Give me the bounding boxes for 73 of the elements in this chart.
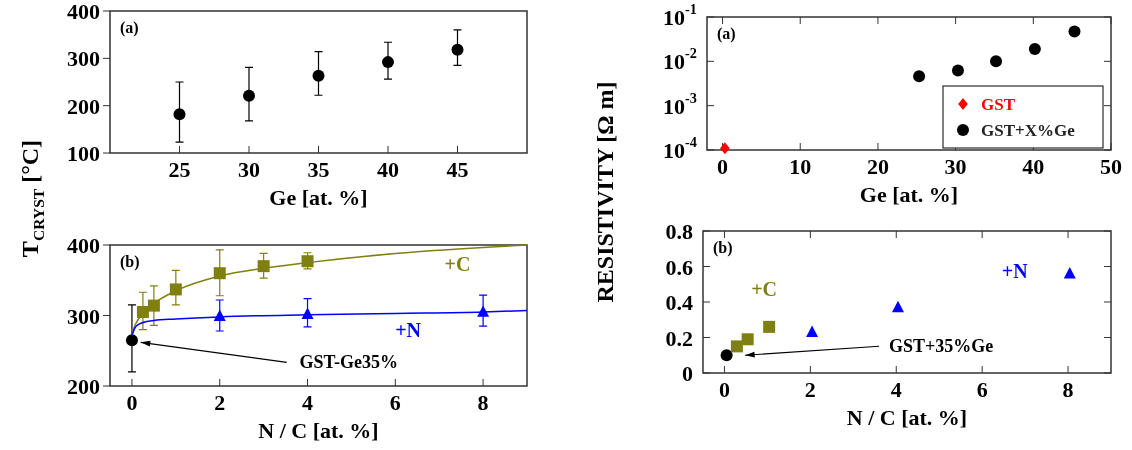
y-tick-label: 400	[67, 232, 100, 258]
x-tick-label: 0	[126, 390, 138, 415]
point	[720, 142, 730, 155]
x-axis-title: Ge [at. %]	[269, 185, 368, 210]
y-axis-title: RESISTIVITY [Ω m]	[592, 81, 618, 303]
y-tick-label: 300	[67, 303, 100, 328]
series-label: +C	[751, 277, 778, 300]
point	[951, 64, 964, 77]
x-tick-label: 6	[389, 390, 401, 415]
point	[806, 325, 819, 337]
x-tick-label: 0	[717, 154, 729, 179]
x-tick-label: 6	[976, 377, 988, 402]
y-tick-label: 0	[682, 360, 693, 386]
y-tick-label: 10$^{-3}$	[663, 89, 697, 119]
y-tick-label: 0.4	[665, 289, 693, 315]
point	[1028, 42, 1041, 55]
series-label: +N	[1001, 259, 1029, 282]
point	[720, 349, 733, 362]
point	[451, 43, 464, 56]
x-tick-label: 30	[944, 154, 967, 179]
point	[125, 334, 138, 347]
y-tick-label: 0.8	[665, 218, 693, 244]
y-tick-label: 100	[67, 140, 100, 166]
point	[741, 333, 754, 346]
x-axis-title: Ge [at. %]	[859, 182, 959, 207]
point	[243, 89, 255, 102]
x-axis-title: N / C [at. %]	[258, 418, 379, 443]
x-tick-label: 8	[1062, 377, 1074, 402]
annotation: (b)	[120, 253, 140, 271]
x-tick-label: 4	[890, 377, 902, 402]
x-tick-label: 40	[377, 157, 399, 182]
x-tick-label: 40	[1022, 154, 1045, 179]
y-tick-label: 200	[67, 373, 100, 399]
x-tick-label: 2	[804, 377, 816, 402]
point	[990, 55, 1003, 68]
point	[891, 300, 904, 313]
x-tick-label: 2	[214, 390, 226, 415]
text: +N	[395, 318, 422, 341]
y-tick-label: 400	[67, 0, 100, 24]
annotation: (b)	[713, 239, 733, 257]
annotation: GST-Ge35%	[299, 352, 398, 373]
point	[913, 70, 926, 83]
x-tick-label: 25	[168, 157, 191, 182]
point	[730, 340, 743, 353]
x-tick-label: 50	[1100, 154, 1122, 179]
x-tick-label: 30	[238, 157, 260, 182]
annotation: (a)	[717, 25, 736, 43]
y-tick-label: 0.6	[665, 254, 693, 279]
x-tick-label: 8	[477, 390, 489, 415]
annotation: (a)	[120, 19, 139, 37]
text: +C	[444, 253, 471, 276]
x-axis-title: N / C [at. %]	[846, 405, 968, 430]
y-tick-label: 300	[67, 45, 100, 71]
y-tick-label: 10$^{-4}$	[663, 134, 697, 163]
point	[1063, 267, 1076, 279]
x-tick-label: 35	[307, 157, 330, 182]
x-tick-label: 20	[866, 154, 889, 179]
x-tick-label: 4	[302, 390, 314, 415]
point	[1068, 25, 1081, 38]
y-tick-label: 0.2	[665, 325, 693, 350]
y-tick-label: 10$^{-2}$	[663, 45, 697, 74]
point	[173, 108, 186, 121]
x-tick-label: 45	[446, 157, 469, 182]
y-tick-label: 200	[67, 93, 100, 119]
point	[312, 69, 325, 82]
x-tick-label: 0	[718, 377, 730, 402]
legend-label: GST	[981, 94, 1016, 114]
x-tick-label: 10	[789, 154, 812, 179]
y-tick-label: 10$^{-1}$	[663, 1, 697, 30]
legend-label: GST+X%Ge	[981, 120, 1076, 140]
annotation: GST+35%Ge	[888, 336, 994, 357]
point	[382, 56, 394, 69]
point	[763, 320, 776, 333]
